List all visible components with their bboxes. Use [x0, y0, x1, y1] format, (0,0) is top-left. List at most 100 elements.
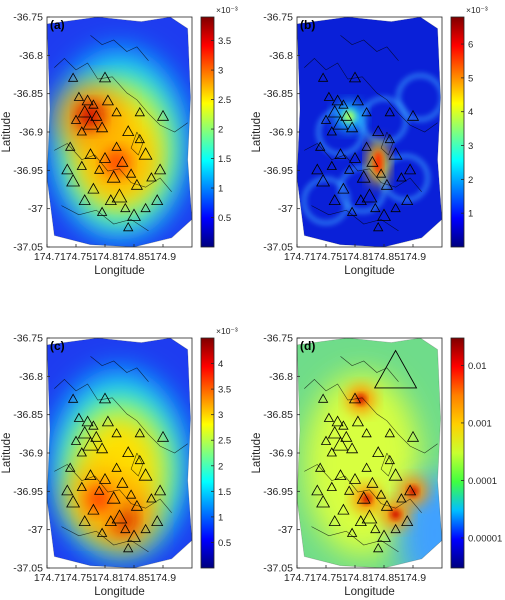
station-marker	[98, 151, 112, 163]
y-tick-label: -36.8	[19, 50, 43, 62]
x-tick-label: 174.8	[92, 572, 118, 584]
station-marker	[346, 206, 358, 216]
heatmap-field	[297, 338, 442, 568]
station-marker	[380, 178, 393, 190]
station-marker	[81, 415, 94, 427]
panel-label: (b)	[300, 18, 315, 32]
station-marker	[76, 160, 87, 170]
heatmap-ring	[396, 74, 442, 121]
panel-label: (c)	[50, 339, 65, 353]
station-marker	[361, 106, 372, 117]
y-tick-label: -36.95	[13, 486, 43, 498]
station-marker	[356, 491, 371, 504]
colorbar-tick-label: 3.5	[218, 36, 231, 47]
coastline	[304, 464, 422, 513]
station-marker	[98, 392, 112, 404]
colorbar-exponent: ×10⁻³	[216, 326, 238, 336]
station-marker	[346, 527, 358, 537]
x-axis-label: Longitude	[344, 586, 395, 598]
y-tick-label: -37.05	[263, 242, 293, 254]
y-tick-label: -36.9	[19, 127, 43, 139]
station-marker	[140, 202, 151, 213]
colorbar: 0.5 1 1.5 2 2.5 3 3.5 4 ×10⁻³	[200, 326, 238, 569]
station-marker	[331, 415, 344, 427]
colorbar-tick-label: 5	[468, 73, 473, 84]
station-marker	[320, 114, 332, 124]
x-tick-label: 174.75	[60, 251, 92, 263]
colorbar-gradient	[450, 16, 465, 248]
station-marker	[156, 430, 170, 442]
station-marker	[66, 173, 81, 187]
station-marker	[81, 94, 94, 106]
station-marker	[340, 430, 353, 442]
station-marker	[106, 170, 121, 183]
heatmap-ring	[302, 177, 350, 225]
colorbar-gradient	[450, 337, 465, 569]
colorbar-tick-label: 2.5	[218, 436, 231, 447]
heatmap-base	[297, 17, 442, 247]
station-marker	[348, 392, 362, 404]
x-tick-label: 174.7	[34, 251, 60, 263]
y-tick-label: -36.85	[263, 88, 293, 100]
station-marker	[154, 163, 167, 175]
x-tick-label: 174.75	[310, 572, 342, 584]
station-marker	[316, 494, 331, 508]
station-marker	[116, 476, 129, 488]
station-marker	[323, 91, 335, 101]
station-marker	[77, 104, 92, 118]
station-marker	[134, 106, 145, 117]
station-marker	[134, 133, 145, 144]
station-marker	[125, 168, 137, 178]
station-marker	[320, 435, 332, 445]
colorbar-tick-label: 1	[468, 209, 473, 220]
station-marker	[311, 163, 324, 175]
station-marker	[146, 493, 157, 503]
station-marker	[111, 509, 128, 524]
colorbar-tick-label: 3	[468, 141, 473, 152]
station-marker	[406, 109, 420, 121]
station-marker	[344, 485, 355, 495]
coastline	[61, 526, 149, 553]
station-marker	[315, 141, 326, 151]
plot-area	[297, 17, 442, 247]
station-marker	[316, 173, 331, 187]
station-marker	[384, 106, 395, 117]
station-marker	[151, 515, 164, 526]
station-marker	[61, 163, 74, 175]
y-tick-label: -36.85	[13, 409, 43, 421]
heatmap-field	[47, 17, 192, 247]
x-tick-label: 174.7	[284, 572, 310, 584]
station-marker	[384, 454, 395, 465]
station-marker	[361, 427, 372, 438]
hotspot-core	[408, 486, 418, 497]
station-marker	[140, 523, 151, 534]
heatmap-field	[297, 17, 442, 247]
station-marker	[96, 527, 108, 537]
colorbar-tick-label: 0.01	[468, 361, 487, 372]
station-marker	[404, 484, 417, 496]
coastline	[90, 35, 149, 61]
station-marker	[96, 206, 108, 216]
station-marker	[87, 182, 100, 194]
colorbar-tick-label: 2.5	[218, 95, 231, 106]
colorbar-tick-label: 0.5	[218, 213, 231, 224]
station-marker	[76, 481, 87, 491]
coastline	[90, 356, 149, 382]
station-marker	[154, 484, 167, 496]
coastline	[304, 143, 422, 192]
x-tick-label: 174.7	[34, 572, 60, 584]
x-tick-label: 174.9	[400, 572, 426, 584]
station-marker	[61, 484, 74, 496]
y-tick-label: -36.85	[263, 409, 293, 421]
colorbar-tick-label: 3	[218, 66, 223, 77]
colorbar-tick-label: 1	[218, 512, 223, 523]
station-marker	[396, 493, 407, 503]
station-marker	[406, 430, 420, 442]
station-marker	[76, 126, 87, 136]
colorbar-tick-label: 0.001	[468, 418, 492, 429]
station-marker	[348, 151, 362, 163]
station-marker	[351, 94, 364, 106]
hotspot-core	[103, 148, 130, 177]
station-marker	[134, 454, 145, 465]
coastline	[304, 378, 438, 454]
